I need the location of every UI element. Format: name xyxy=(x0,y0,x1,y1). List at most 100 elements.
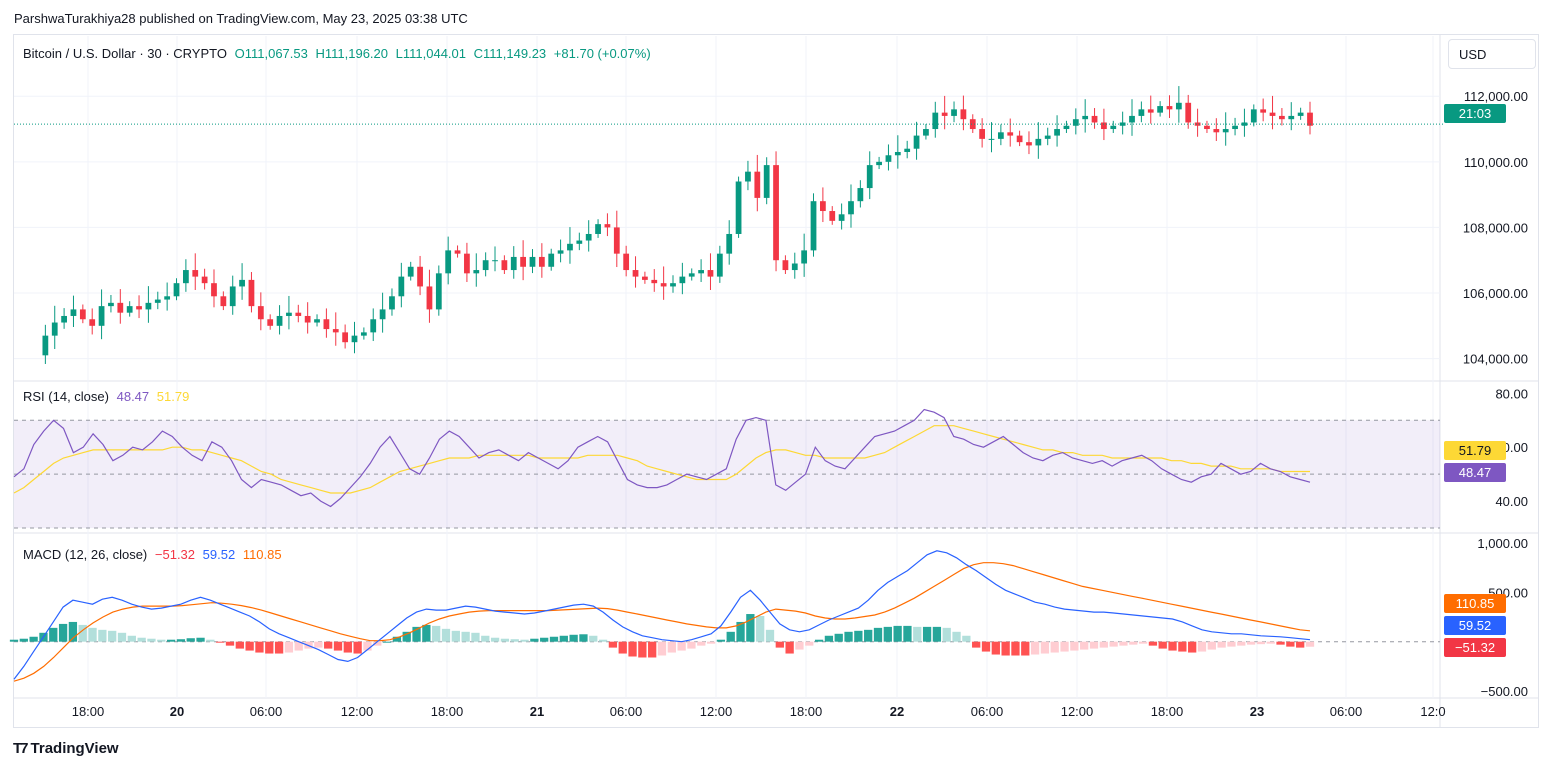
macd-histogram-bar xyxy=(726,631,735,642)
macd-histogram-bar xyxy=(432,625,441,642)
rsi-ma-badge: 51.79 xyxy=(1444,441,1506,460)
candle-body xyxy=(1082,115,1089,120)
macd-histogram-bar xyxy=(795,641,804,650)
macd-histogram-bar xyxy=(216,641,225,643)
macd-histogram-bar xyxy=(1188,641,1197,653)
macd-tick-label: 1,000.00 xyxy=(1477,536,1528,551)
candle-body xyxy=(960,109,967,120)
macd-histogram-bar xyxy=(1227,641,1236,647)
macd-histogram-bar xyxy=(324,641,333,649)
candle-body xyxy=(351,335,358,343)
candle-body xyxy=(838,214,845,221)
candle-body xyxy=(398,276,405,297)
macd-histogram-bar xyxy=(117,632,127,642)
tradingview-logo[interactable]: T7 TradingView xyxy=(13,740,119,757)
macd-histogram-bar xyxy=(864,629,873,642)
macd-histogram-bar xyxy=(893,625,902,642)
macd-histogram-bar xyxy=(834,633,843,642)
macd-histogram-bar xyxy=(206,639,215,642)
macd-histogram-bar xyxy=(284,641,294,653)
price-legend: Bitcoin / U.S. Dollar · 30 · CRYPTO O111… xyxy=(23,46,655,61)
candle-body xyxy=(492,260,498,262)
candle-body xyxy=(726,233,733,254)
candle-body xyxy=(548,253,555,267)
candle-body xyxy=(1147,109,1154,113)
macd-histogram-bar xyxy=(373,641,382,646)
candle-body xyxy=(145,302,152,310)
candle-body xyxy=(267,319,274,326)
currency-selector[interactable]: USD xyxy=(1448,39,1536,69)
candle-body xyxy=(819,201,826,212)
time-tick-label: 12:00 xyxy=(341,704,374,719)
time-tick-label: 18:00 xyxy=(790,704,823,719)
candle-body xyxy=(454,250,461,254)
macd-histogram-bar xyxy=(1266,641,1275,644)
candle-body xyxy=(520,256,527,267)
macd-histogram-bar xyxy=(392,636,402,642)
candle-body xyxy=(1026,142,1032,146)
candle-body xyxy=(801,250,808,264)
candle-body xyxy=(417,266,423,287)
macd-histogram-bar xyxy=(1129,641,1138,645)
macd-histogram-bar xyxy=(530,638,539,642)
rsi-ma-value: 51.79 xyxy=(156,389,190,404)
close-value: C111,149.23 xyxy=(473,46,547,61)
macd-histogram-bar xyxy=(255,641,264,653)
macd-histogram-bar xyxy=(765,629,775,642)
candle-body xyxy=(660,283,667,287)
candle-body xyxy=(1260,109,1267,113)
candle-body xyxy=(623,253,630,271)
macd-label[interactable]: MACD (12, 26, close) xyxy=(23,547,148,562)
macd-histogram-bar xyxy=(166,639,176,642)
candle-body xyxy=(951,109,957,116)
macd-histogram-bar xyxy=(854,630,863,642)
macd-histogram-bar xyxy=(1050,641,1059,653)
macd-histogram-bar xyxy=(382,641,392,643)
candle-body xyxy=(1110,125,1117,130)
rsi-badge: 48.47 xyxy=(1444,463,1506,482)
macd-histogram-bar xyxy=(1207,641,1216,650)
macd-histogram-bar xyxy=(775,641,784,648)
candle-body xyxy=(286,312,292,316)
time-tick-label: 12:0 xyxy=(1420,704,1445,719)
macd-histogram-bar xyxy=(19,638,28,642)
macd-hist-value: −51.32 xyxy=(154,547,196,562)
macd-histogram-bar xyxy=(981,641,991,652)
macd-histogram-bar xyxy=(598,639,608,642)
macd-histogram-bar xyxy=(903,625,912,642)
candle-body xyxy=(220,296,227,307)
macd-histogram-bar xyxy=(422,624,431,642)
macd-histogram-bar xyxy=(1119,641,1128,646)
time-tick-label: 12:00 xyxy=(1061,704,1094,719)
candle-body xyxy=(529,256,536,267)
candle-body xyxy=(876,161,882,166)
candle-body xyxy=(604,224,611,228)
macd-histogram-bar xyxy=(490,637,500,642)
candle-body xyxy=(745,171,751,182)
macd-signal-badge: 110.85 xyxy=(1444,594,1506,613)
macd-histogram-bar xyxy=(805,641,814,646)
rsi-label[interactable]: RSI (14, close) xyxy=(23,389,109,404)
macd-histogram-bar xyxy=(913,626,922,642)
candle-body xyxy=(679,276,686,284)
symbol-label[interactable]: Bitcoin / U.S. Dollar · 30 · CRYPTO xyxy=(23,46,227,61)
macd-histogram-bar xyxy=(1246,641,1256,645)
time-tick-label: 06:00 xyxy=(250,704,283,719)
time-tick-label: 23 xyxy=(1250,704,1264,719)
macd-histogram-bar xyxy=(461,631,470,642)
candle-body xyxy=(613,227,620,254)
candle-body xyxy=(894,151,901,156)
macd-histogram-bar xyxy=(58,623,68,642)
macd-histogram-bar xyxy=(1089,641,1099,649)
macd-histogram-bar xyxy=(952,631,961,642)
macd-signal-line xyxy=(13,562,1311,682)
macd-histogram-bar xyxy=(1011,641,1020,656)
candle-body xyxy=(988,138,995,140)
macd-line xyxy=(13,550,1311,680)
candle-body xyxy=(248,279,255,307)
candle-body xyxy=(1213,129,1220,133)
macd-histogram-bar xyxy=(265,641,274,654)
candle-body xyxy=(1166,106,1173,110)
macd-histogram-bar xyxy=(1030,641,1040,655)
